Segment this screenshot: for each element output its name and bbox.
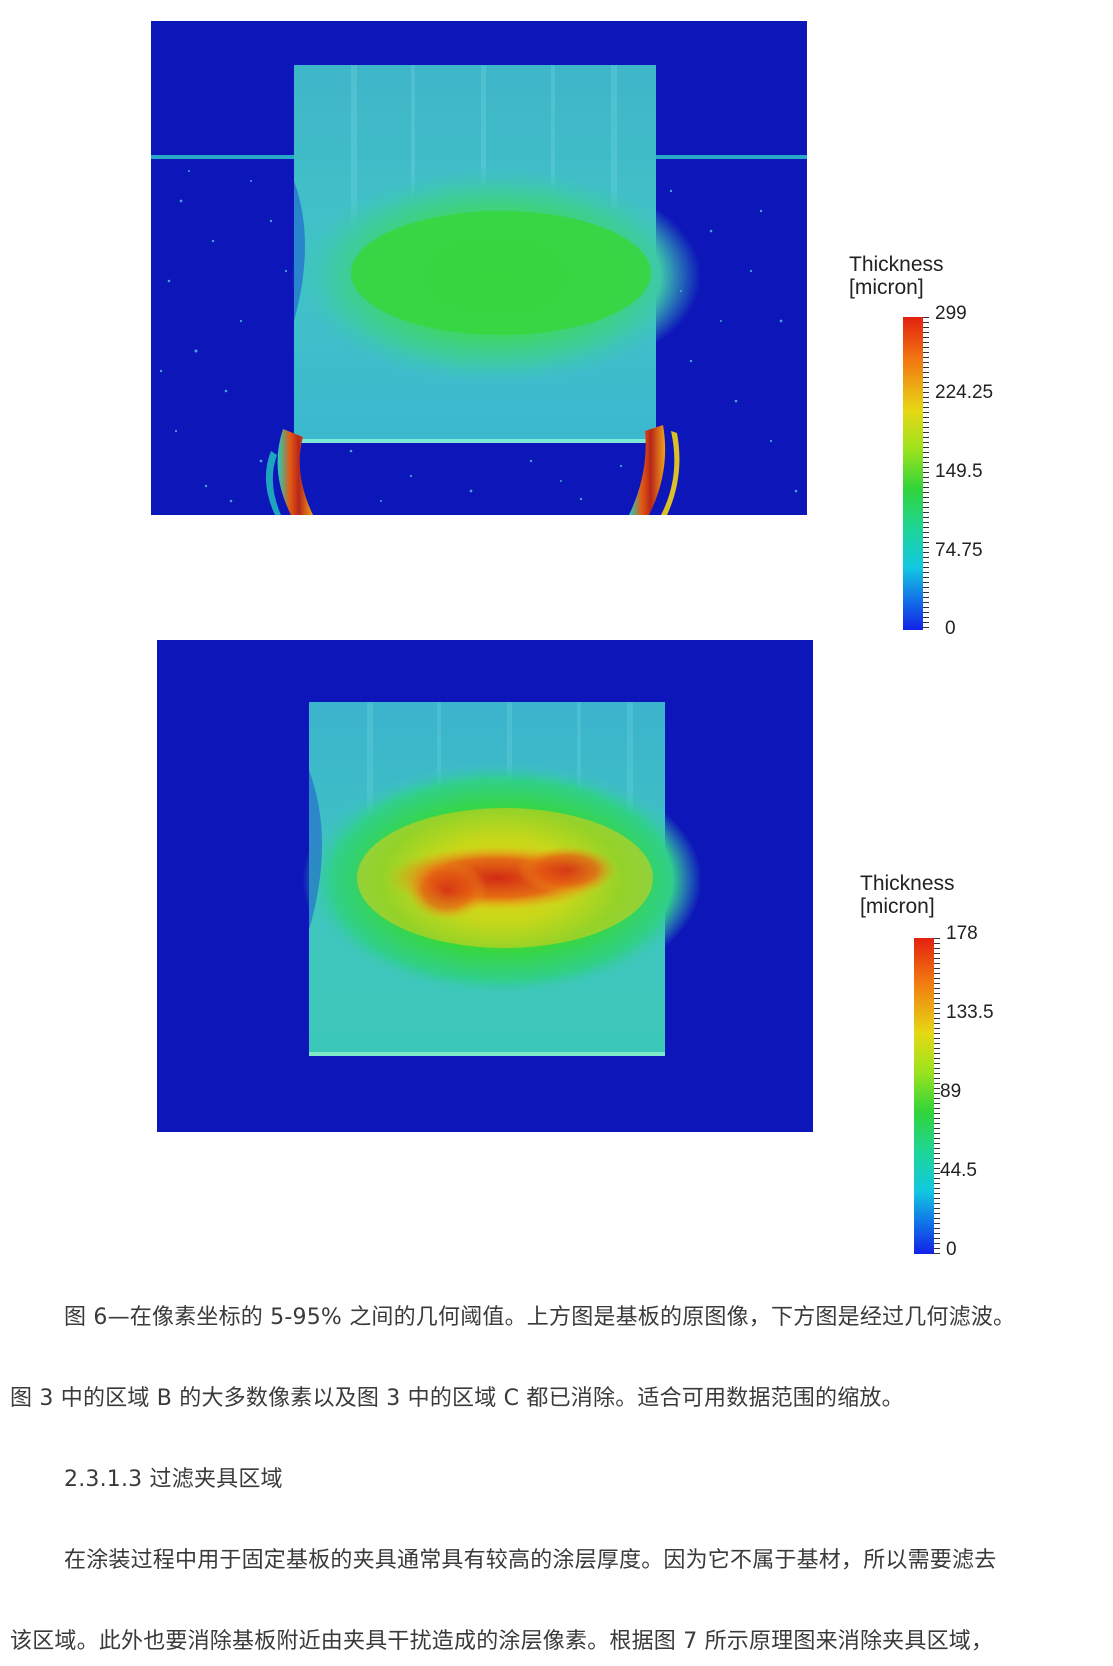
figure-caption-line1: 图 6—在像素坐标的 5-95% 之间的几何阈值。上方图是基板的原图像，下方图是… bbox=[64, 1305, 1016, 1330]
paragraph-line2: 该区域。此外也要消除基板附近由夹具干扰造成的涂层像素。根据图 7 所示原理图来消… bbox=[10, 1629, 994, 1654]
color-scale-bar bbox=[914, 938, 934, 1254]
thickness-map-original-graphic bbox=[151, 21, 807, 515]
tick-label-min: 0 bbox=[945, 618, 956, 639]
tick-label-75: 133.5 bbox=[946, 1002, 994, 1023]
thickness-map-filtered-graphic bbox=[157, 640, 813, 1132]
legend-title: Thickness [micron] bbox=[860, 872, 955, 918]
legend-bottom: Thickness [micron] 178 133.5 89 44.5 0 bbox=[860, 872, 994, 1260]
tick-label-25: 44.5 bbox=[940, 1160, 977, 1181]
legend-title-line1: Thickness bbox=[849, 253, 944, 276]
color-scale-ticks bbox=[934, 938, 940, 1254]
tick-label-50: 149.5 bbox=[935, 461, 983, 482]
thickness-map-filtered bbox=[157, 640, 813, 1132]
tick-label-25: 74.75 bbox=[935, 540, 983, 561]
tick-label-max: 299 bbox=[935, 303, 967, 324]
color-scale-ticks bbox=[923, 317, 929, 630]
legend-title-line1: Thickness bbox=[860, 872, 955, 895]
legend-title: Thickness [micron] bbox=[849, 253, 944, 299]
color-scale-bar bbox=[903, 317, 923, 630]
tick-label-min: 0 bbox=[946, 1239, 957, 1260]
paragraph-line1: 在涂装过程中用于固定基板的夹具通常具有较高的涂层厚度。因为它不属于基材，所以需要… bbox=[64, 1548, 997, 1573]
section-heading: 2.3.1.3 过滤夹具区域 bbox=[64, 1467, 283, 1492]
tick-label-max: 178 bbox=[946, 923, 978, 944]
legend-top: Thickness [micron] 299 224.25 149.5 74.7… bbox=[849, 253, 993, 639]
figure-caption-line2: 图 3 中的区域 B 的大多数像素以及图 3 中的区域 C 都已消除。适合可用数… bbox=[10, 1386, 904, 1411]
tick-label-50: 89 bbox=[940, 1081, 962, 1102]
legend-title-line2: [micron] bbox=[860, 895, 935, 918]
legend-title-line2: [micron] bbox=[849, 276, 924, 299]
thickness-map-original bbox=[151, 21, 807, 515]
tick-label-75: 224.25 bbox=[935, 382, 994, 403]
